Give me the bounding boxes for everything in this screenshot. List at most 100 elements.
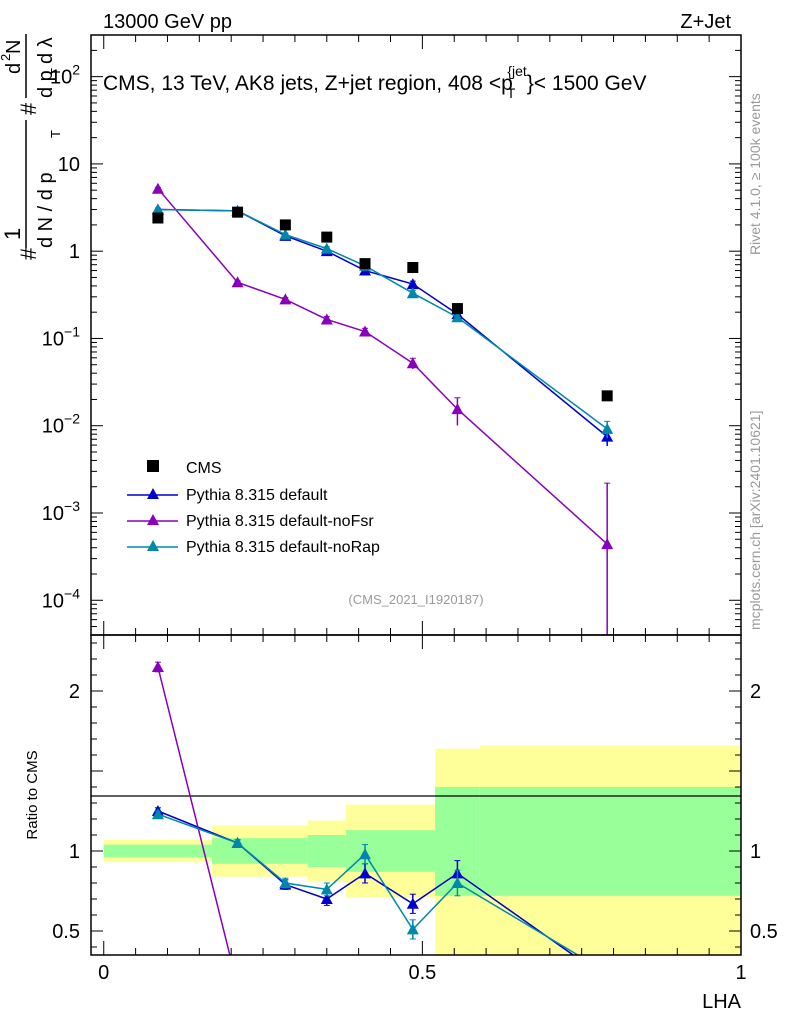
ylabel-one: 1 — [0, 228, 25, 240]
main-ytick-base: 10 — [42, 416, 64, 438]
main-ytick-label: 10−2 — [42, 411, 80, 438]
main-point-cms — [152, 212, 164, 224]
ratio-point-noRap — [279, 877, 292, 888]
main-point-cms — [407, 262, 419, 274]
main-point-noFsr — [320, 313, 333, 325]
ratio-line-noRap — [157, 813, 580, 955]
ratio-xtick-label: 0.5 — [408, 962, 436, 984]
main-title-p: p — [501, 72, 513, 95]
ratio-point-noRap — [451, 877, 464, 888]
main-point-noFsr — [359, 325, 372, 337]
main-title: CMS, 13 TeV, AK8 jets, Z+jet region, 408… — [103, 63, 646, 101]
ratio-frame — [90, 634, 742, 956]
ratio-point-noRap — [406, 923, 419, 935]
ylabel-hash-2: # — [16, 102, 41, 115]
ratio-xtick-label: 0 — [98, 962, 109, 984]
legend-label-norap: Pythia 8.315 default-noRap — [186, 539, 380, 556]
main-plot-area — [151, 182, 614, 635]
ratio-ticks: 0.5 0.51 12 20 0.5 1 — [52, 635, 778, 984]
ratio-band-inner — [479, 787, 741, 896]
main-line-noRap — [157, 208, 608, 430]
main-point-cms — [359, 258, 371, 270]
main-ytick-base: 1 — [69, 241, 80, 263]
ylabel-sup-2: 2 — [0, 54, 13, 61]
main-title-suffix: }< 1500 GeV — [527, 72, 647, 95]
main-point-noRap — [151, 203, 164, 215]
main-ytick-label: 102 — [50, 62, 80, 89]
ylabel-sub-t-1: T — [48, 130, 63, 138]
main-line-default — [157, 208, 608, 438]
ratio-band-inner — [345, 830, 436, 872]
ratio-ytick-label-left: 0.5 — [52, 921, 80, 943]
ratio-ytick-label-right: 0.5 — [750, 921, 778, 943]
main-point-cms — [451, 303, 463, 315]
header-right: Z+Jet — [680, 11, 731, 33]
main-ytick-base: 10 — [42, 503, 64, 525]
main-ytick-base: 10 — [42, 328, 64, 350]
main-ytick-exp: −2 — [64, 411, 80, 427]
legend-marker-nofsr — [147, 514, 159, 525]
main-point-noRap — [451, 311, 464, 323]
legend-marker-default — [147, 488, 159, 499]
ylabel-dn-dpt: d N / d p — [35, 172, 57, 248]
main-title-sup: {jet — [507, 63, 527, 79]
main-point-cms — [321, 231, 333, 243]
legend: CMS Pythia 8.315 default Pythia 8.315 de… — [127, 460, 380, 556]
main-ytick-exp: 2 — [72, 62, 80, 78]
legend-label-nofsr: Pythia 8.315 default-noFsr — [186, 513, 374, 530]
main-point-noFsr — [151, 182, 164, 194]
ratio-point-default — [406, 897, 419, 909]
main-point-noFsr — [231, 276, 244, 288]
ratio-point-noRap — [151, 808, 164, 820]
main-line-noFsr — [157, 188, 608, 545]
header-left: 13000 GeV pp — [103, 11, 232, 33]
mcplots-label: mcplots.cern.ch [arXiv:2401.10621] — [747, 411, 763, 630]
ratio-ytick-label-right: 1 — [750, 841, 761, 863]
main-point-noFsr — [601, 538, 614, 550]
legend-marker-cms — [147, 460, 159, 472]
ylabel-d: d — [3, 63, 25, 74]
ratio-band-inner — [307, 835, 346, 867]
legend-marker-norap — [147, 540, 159, 551]
ratio-ytick-label-right: 2 — [750, 681, 761, 703]
main-ytick-exp: −1 — [64, 323, 80, 339]
ylabel-dpt: d p — [35, 70, 57, 98]
ratio-point-default — [359, 867, 372, 879]
main-point-noRap — [279, 228, 292, 240]
main-point-noFsr — [451, 403, 464, 415]
main-ytick-base: 10 — [58, 154, 80, 176]
legend-label-default: Pythia 8.315 default — [186, 487, 328, 504]
main-ytick-label: 10 — [58, 154, 80, 176]
main-point-cms — [601, 390, 613, 402]
ratio-point-noRap — [231, 837, 244, 848]
ratio-band-inner — [103, 844, 213, 858]
ratio-point-noFsr — [151, 661, 164, 672]
main-point-cms — [279, 219, 291, 231]
ratio-ytick-label-left: 1 — [69, 841, 80, 863]
main-point-noRap — [601, 422, 614, 434]
ylabel-dlambda: d λ — [35, 37, 57, 64]
main-ytick-label: 10−3 — [42, 498, 80, 525]
rivet-label: Rivet 4.1.0, ≥ 100k events — [747, 93, 763, 255]
ratio-point-default — [320, 893, 333, 904]
main-ytick-base: 10 — [50, 67, 72, 89]
ratio-ytick-label-left: 2 — [69, 681, 80, 703]
ratio-point-noRap — [359, 848, 372, 860]
ylabel-n: N — [3, 40, 25, 54]
main-title-prefix: CMS, 13 TeV, AK8 jets, Z+jet region, 408… — [103, 72, 501, 95]
main-point-noFsr — [406, 357, 419, 369]
main-ytick-label: 10−1 — [42, 323, 80, 350]
main-ytick-label: 1 — [69, 241, 80, 263]
main-ylabel: # 1 d N / d p T # d p T d λ d 2 N — [0, 34, 63, 260]
legend-label-cms: CMS — [186, 460, 222, 477]
ratio-plot-area — [151, 661, 580, 955]
ratio-point-noRap — [320, 883, 333, 895]
ylabel-hash-1: # — [16, 247, 41, 260]
main-point-noFsr — [279, 293, 292, 305]
main-point-noRap — [406, 287, 419, 299]
ratio-panel: 0.5 0.51 12 20 0.5 1 — [52, 634, 778, 984]
main-ytick-exp: −3 — [64, 498, 80, 514]
